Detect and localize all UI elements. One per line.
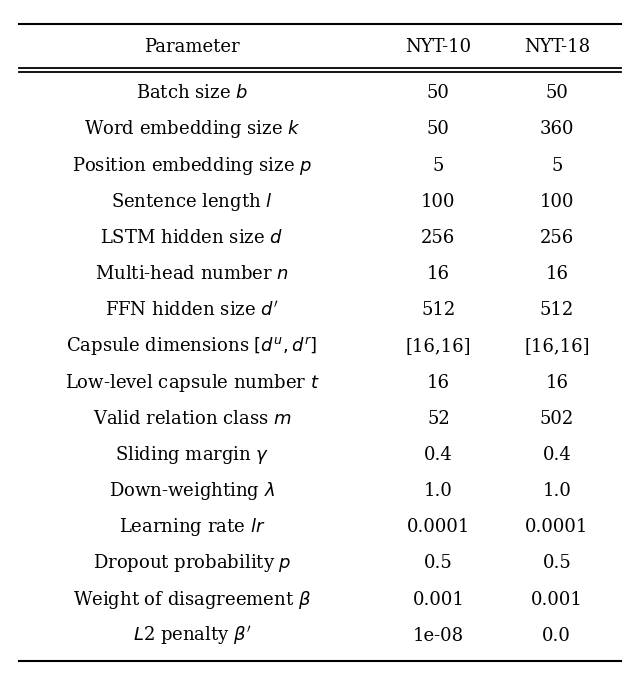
Text: 50: 50 [427, 120, 450, 139]
Text: [16,16]: [16,16] [524, 337, 589, 356]
Text: 16: 16 [545, 374, 568, 391]
Text: Parameter: Parameter [144, 39, 240, 56]
Text: Weight of disagreement $\beta$: Weight of disagreement $\beta$ [73, 589, 311, 610]
Text: 0.001: 0.001 [531, 591, 583, 608]
Text: 512: 512 [540, 301, 574, 319]
Text: 52: 52 [427, 410, 450, 428]
Text: 1.0: 1.0 [542, 482, 572, 500]
Text: NYT-10: NYT-10 [405, 39, 472, 56]
Text: 0.0: 0.0 [542, 627, 572, 645]
Text: 1.0: 1.0 [424, 482, 453, 500]
Text: 1e-08: 1e-08 [413, 627, 464, 645]
Text: 16: 16 [427, 265, 450, 283]
Text: Sliding margin $\gamma$: Sliding margin $\gamma$ [115, 444, 269, 466]
Text: 50: 50 [545, 84, 568, 102]
Text: 0.0001: 0.0001 [406, 518, 470, 536]
Text: [16,16]: [16,16] [406, 337, 471, 356]
Text: 0.001: 0.001 [412, 591, 465, 608]
Text: 100: 100 [540, 193, 574, 211]
Text: 0.4: 0.4 [424, 446, 452, 464]
Text: Sentence length $l$: Sentence length $l$ [111, 191, 273, 213]
Text: 5: 5 [433, 157, 444, 174]
Text: $L$2 penalty $\beta'$: $L$2 penalty $\beta'$ [132, 624, 252, 648]
Text: FFN hidden size $d'$: FFN hidden size $d'$ [105, 301, 279, 320]
Text: 512: 512 [421, 301, 456, 319]
Text: Low-level capsule number $t$: Low-level capsule number $t$ [65, 372, 319, 393]
Text: 0.5: 0.5 [543, 554, 571, 573]
Text: Position embedding size $p$: Position embedding size $p$ [72, 155, 312, 176]
Text: 16: 16 [427, 374, 450, 391]
Text: Word embedding size $k$: Word embedding size $k$ [84, 118, 300, 141]
Text: Dropout probability $p$: Dropout probability $p$ [93, 552, 291, 575]
Text: Multi-head number $n$: Multi-head number $n$ [95, 265, 289, 283]
Text: Capsule dimensions $[d^u, d^r]$: Capsule dimensions $[d^u, d^r]$ [67, 335, 317, 358]
Text: 256: 256 [421, 229, 456, 247]
Text: 502: 502 [540, 410, 574, 428]
Text: NYT-18: NYT-18 [524, 39, 590, 56]
Text: 100: 100 [421, 193, 456, 211]
Text: 5: 5 [551, 157, 563, 174]
Text: 360: 360 [540, 120, 574, 139]
Text: 256: 256 [540, 229, 574, 247]
Text: 0.5: 0.5 [424, 554, 452, 573]
Text: 0.4: 0.4 [543, 446, 571, 464]
Text: Valid relation class $m$: Valid relation class $m$ [93, 410, 291, 428]
Text: LSTM hidden size $d$: LSTM hidden size $d$ [100, 229, 284, 247]
Text: Batch size $b$: Batch size $b$ [136, 84, 248, 102]
Text: Learning rate $lr$: Learning rate $lr$ [119, 516, 265, 538]
Text: 16: 16 [545, 265, 568, 283]
Text: 50: 50 [427, 84, 450, 102]
Text: 0.0001: 0.0001 [525, 518, 589, 536]
Text: Down-weighting $\lambda$: Down-weighting $\lambda$ [109, 480, 275, 502]
